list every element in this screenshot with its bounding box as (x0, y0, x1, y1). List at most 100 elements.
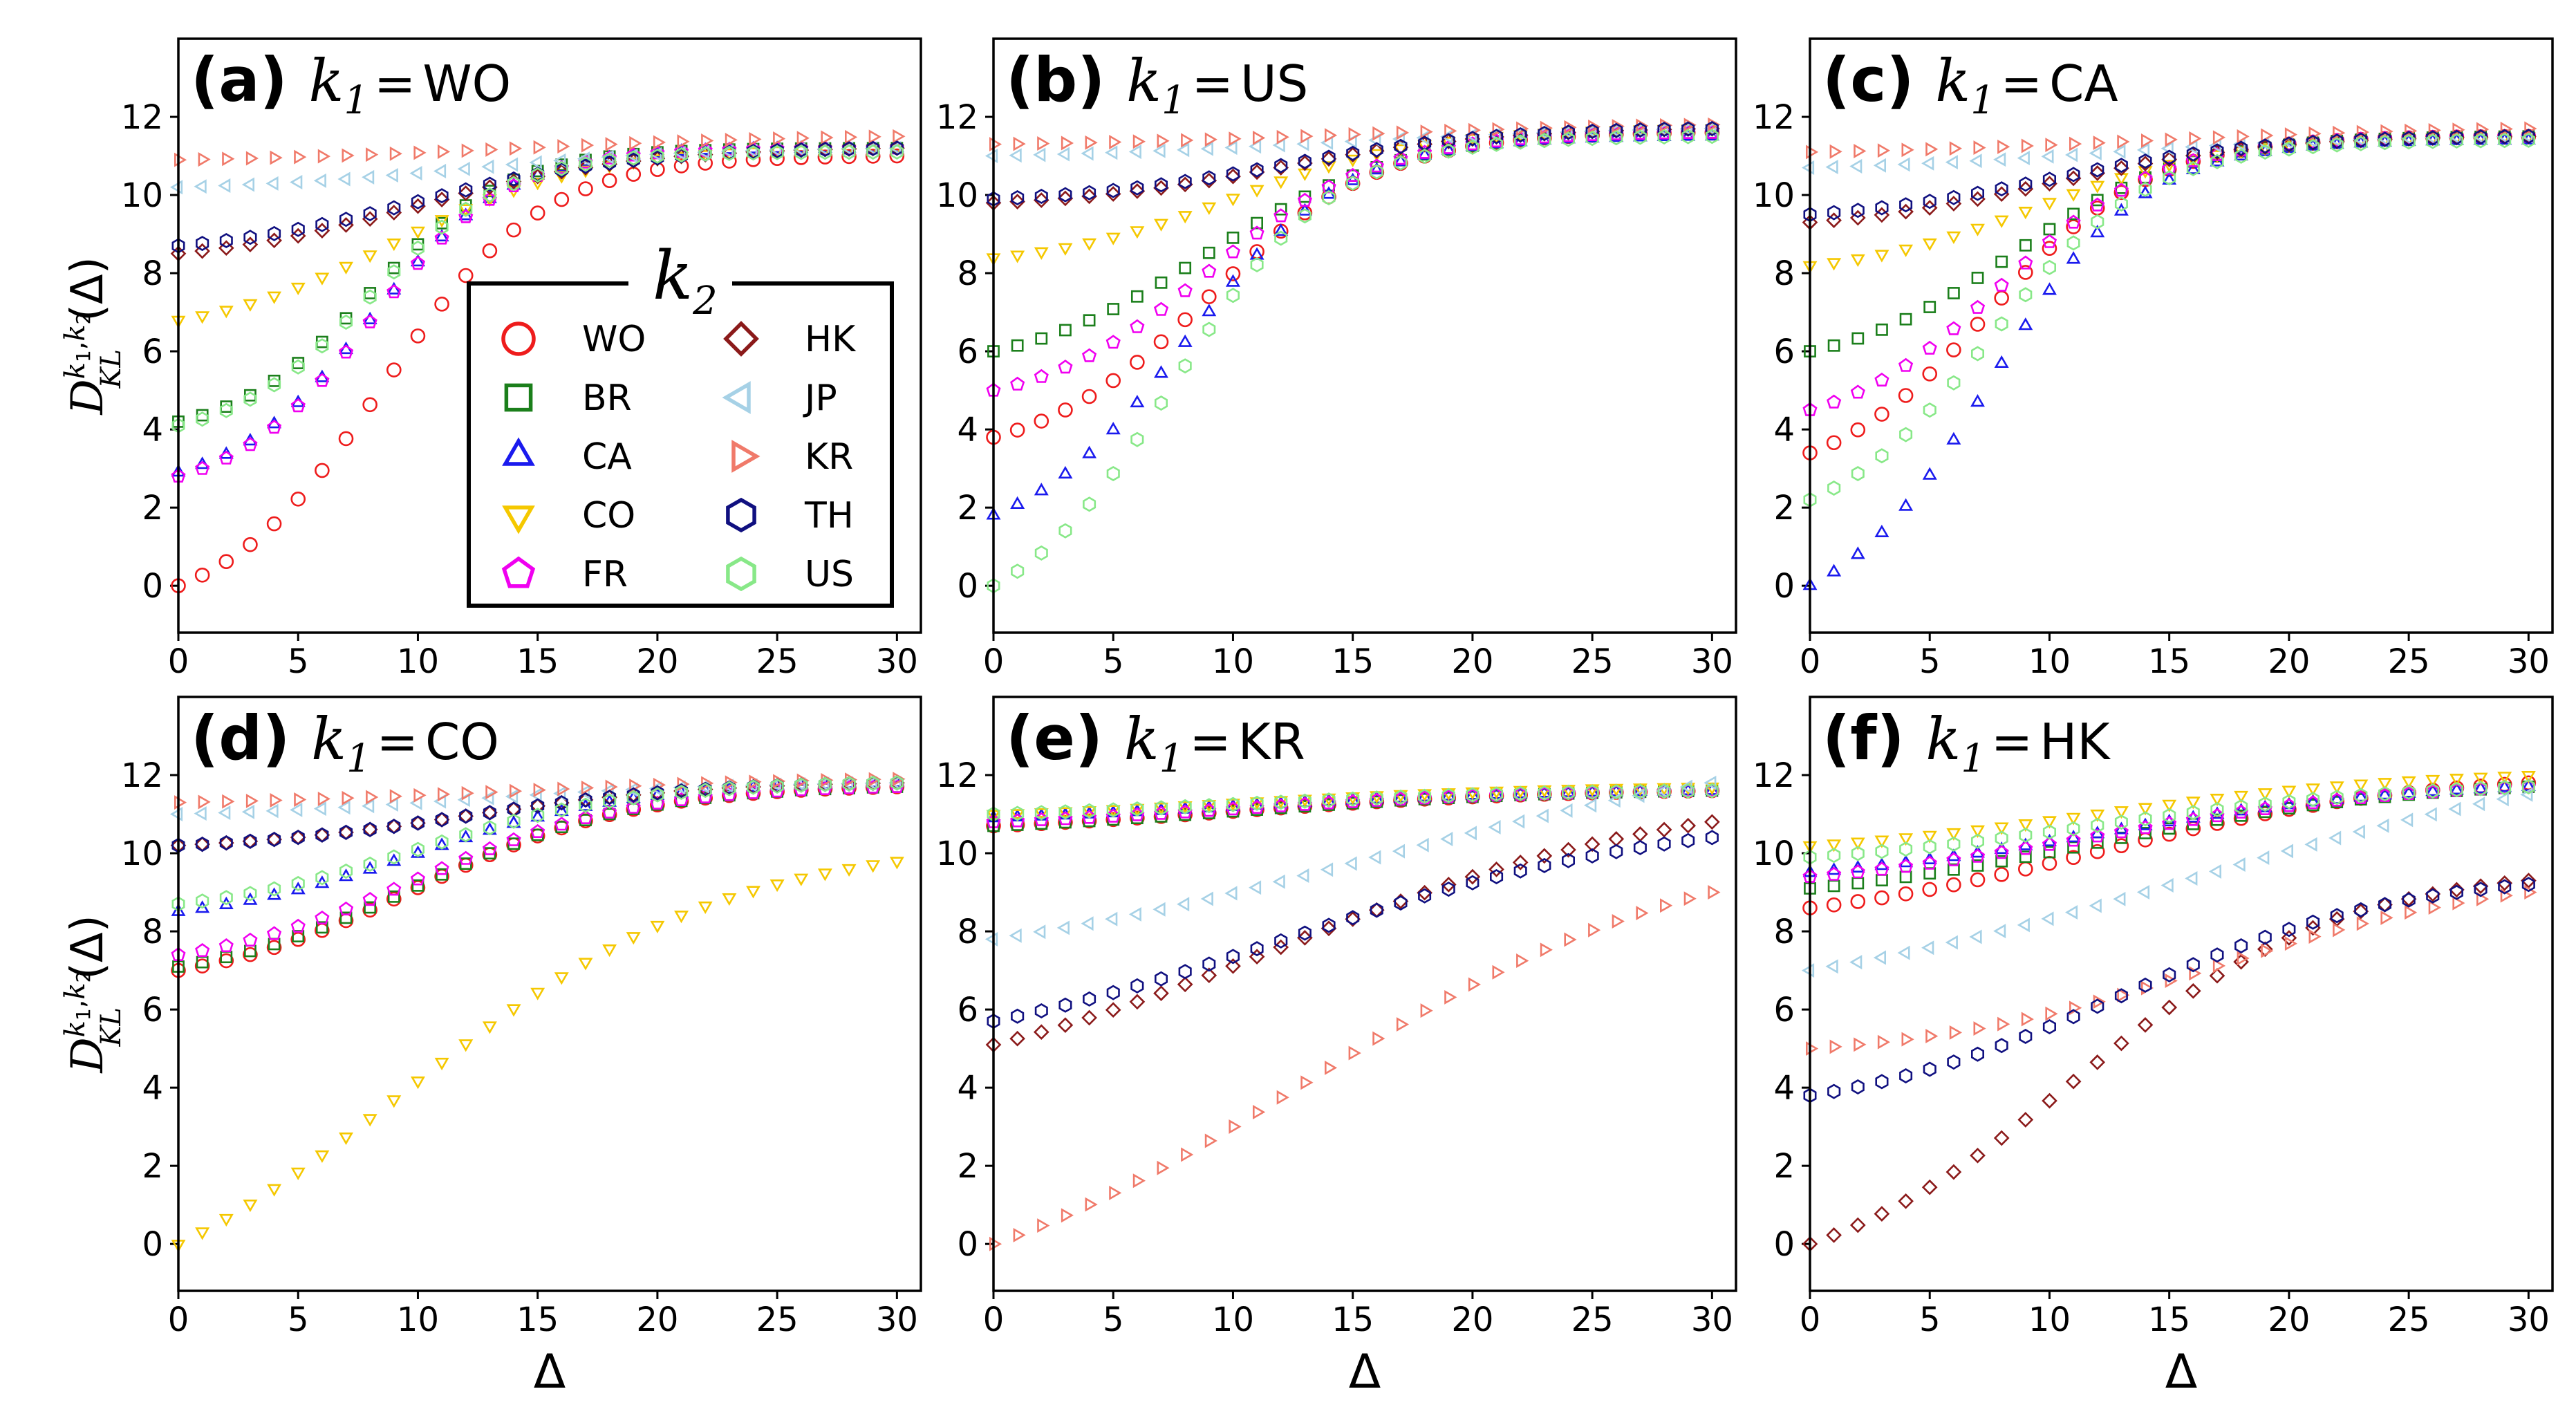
data-point (2136, 884, 2150, 900)
data-point (218, 240, 234, 257)
data-point (1058, 187, 1072, 203)
data-point (1035, 332, 1048, 345)
data-point (2210, 802, 2224, 818)
x-tick-label: 30 (876, 642, 918, 681)
data-point (530, 987, 545, 1000)
data-point (1226, 166, 1240, 182)
data-point (2017, 151, 2030, 166)
data-point (1994, 822, 2009, 835)
data-point (1392, 131, 1405, 147)
data-point (1202, 798, 1216, 814)
data-point (1851, 1079, 1865, 1095)
data-point (1538, 857, 1551, 873)
data-point (1010, 250, 1025, 263)
data-point (1321, 161, 1336, 174)
data-point (1488, 819, 1501, 835)
data-point (2449, 884, 2463, 900)
y-tick-label: 10 (1753, 835, 1795, 873)
data-point (2258, 145, 2272, 160)
data-point (2138, 811, 2152, 827)
series-ca (1802, 131, 2536, 590)
data-point (1922, 340, 1937, 355)
data-point (2137, 156, 2154, 171)
data-point (864, 776, 877, 791)
data-point (1922, 851, 1937, 864)
data-point (1970, 872, 1986, 888)
data-point (1034, 805, 1048, 821)
data-point (794, 145, 808, 160)
data-point (1178, 799, 1192, 814)
x-tick-label: 25 (756, 642, 799, 681)
data-point (294, 149, 307, 165)
data-point (1899, 427, 1913, 442)
legend-label-wo: WO (582, 319, 646, 360)
data-point (317, 791, 331, 806)
data-point (1877, 143, 1890, 158)
data-point (1177, 142, 1190, 158)
data-point (889, 148, 905, 164)
legend-marker-fr (501, 556, 536, 588)
data-point (243, 886, 257, 902)
data-point (1705, 830, 1719, 846)
data-point (1057, 1017, 1074, 1034)
data-point (1538, 133, 1551, 149)
y-tick-label: 6 (142, 333, 163, 371)
data-point (1229, 1119, 1242, 1134)
data-point (2019, 287, 2033, 303)
data-point (626, 147, 641, 162)
data-point (2138, 820, 2153, 835)
data-point (2208, 864, 2221, 879)
data-point (366, 147, 379, 162)
data-point (1607, 123, 1621, 138)
data-point (1106, 802, 1120, 818)
series-jp (984, 775, 1717, 947)
data-point (989, 137, 1002, 152)
data-point (2452, 895, 2465, 911)
data-point (842, 776, 856, 792)
data-point (1681, 129, 1695, 145)
data-point (1034, 545, 1048, 561)
data-point (436, 868, 448, 881)
data-point (1851, 465, 1865, 481)
data-point (2282, 794, 2296, 810)
data-point (2165, 132, 2178, 147)
data-point (458, 1039, 474, 1052)
data-point (268, 881, 281, 897)
data-point (2017, 180, 2034, 197)
data-point (339, 911, 353, 924)
data-point (1346, 145, 1360, 161)
data-point (1923, 867, 1936, 880)
data-point (1298, 208, 1312, 224)
data-point (1829, 144, 1842, 159)
data-point (1155, 395, 1168, 411)
data-point (1348, 1045, 1361, 1061)
data-point (1325, 1060, 1338, 1075)
data-point (1946, 231, 1961, 245)
data-point (1827, 839, 1842, 852)
data-point (1560, 803, 1573, 818)
data-point (1200, 141, 1213, 156)
data-point (1899, 1068, 1913, 1084)
data-point (409, 166, 422, 181)
data-point (578, 810, 593, 824)
data-point (1056, 920, 1070, 935)
data-point (601, 156, 617, 172)
data-point (1153, 985, 1169, 1001)
data-point (2066, 821, 2080, 837)
data-point (1490, 786, 1504, 802)
data-point (1897, 157, 1910, 172)
data-point (1418, 788, 1432, 804)
data-point (386, 1095, 402, 1108)
y-tick-label: 2 (1773, 1147, 1795, 1186)
data-point (1393, 151, 1408, 165)
data-point (821, 130, 834, 145)
data-point (195, 311, 210, 324)
legend-label-th: TH (804, 495, 854, 537)
data-point (1105, 812, 1121, 828)
x-tick-label: 25 (2388, 1301, 2430, 1339)
data-point (1899, 841, 1913, 857)
data-point (1993, 186, 2010, 203)
data-point (888, 775, 902, 790)
data-point (796, 131, 810, 146)
data-point (1297, 930, 1313, 946)
